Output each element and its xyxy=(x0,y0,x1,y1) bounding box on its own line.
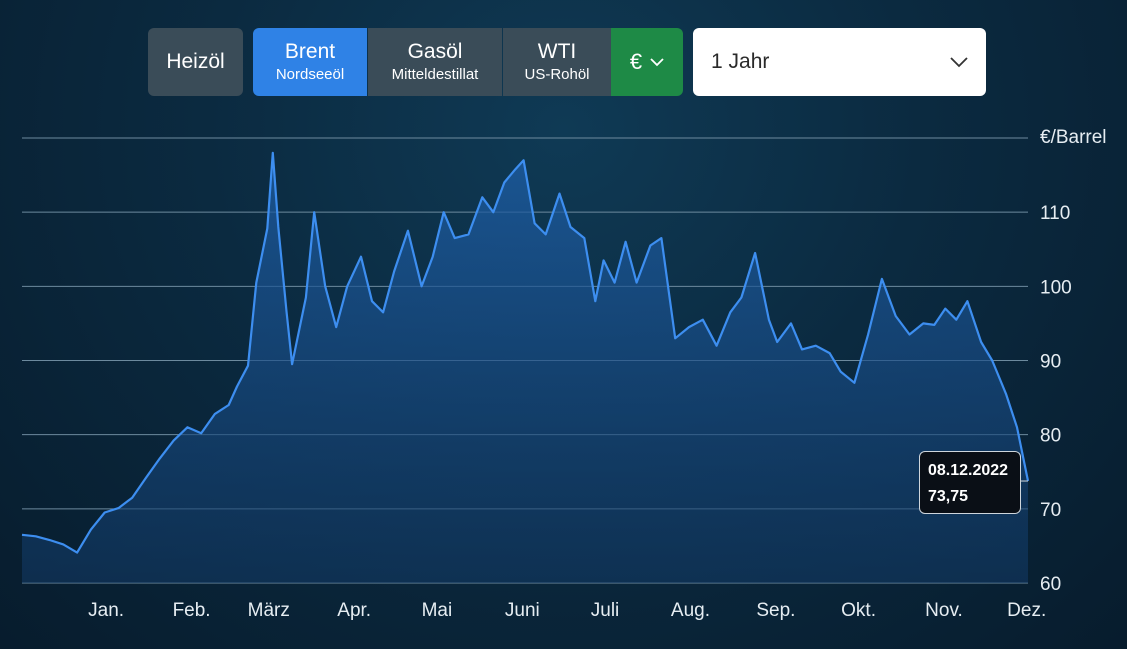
chevron-down-icon xyxy=(950,57,968,68)
heizoel-label: Heizöl xyxy=(166,50,225,73)
wti-sublabel: US-Rohöl xyxy=(524,66,590,83)
price-area xyxy=(22,152,1028,584)
y-tick-label: 110 xyxy=(1040,203,1070,224)
x-tick-label: März xyxy=(248,600,290,621)
brent-sublabel: Nordseeöl xyxy=(275,66,345,83)
y-tick-label: 70 xyxy=(1040,500,1061,521)
brent-label: Brent xyxy=(284,40,336,63)
x-tick-label: Aug. xyxy=(671,600,710,621)
y-tick-label: 100 xyxy=(1040,277,1072,298)
y-tick-label: 60 xyxy=(1040,574,1061,595)
y-axis-unit: €/Barrel xyxy=(1040,127,1107,148)
y-tick-label: 90 xyxy=(1040,352,1061,373)
currency-label: € xyxy=(629,49,643,74)
brent-button[interactable]: Brent Nordseeöl xyxy=(253,28,367,96)
wti-label: WTI xyxy=(537,40,577,63)
tooltip-date: 08.12.2022 xyxy=(928,462,1009,479)
chevron-down-icon xyxy=(650,58,664,67)
tooltip-value: 73,75 xyxy=(928,488,969,505)
x-tick-label: Feb. xyxy=(173,600,211,621)
price-line xyxy=(21,151,1030,554)
x-axis-labels: Jan. Feb. März Apr. Mai Juni Juli Aug. Sep. Okt. N… xyxy=(88,600,1046,621)
x-tick-label: Sep. xyxy=(756,600,795,621)
y-tick-label: 80 xyxy=(1040,426,1061,447)
x-tick-label: Juli xyxy=(591,600,620,621)
x-tick-label: Dez. xyxy=(1007,600,1046,621)
tooltip: 08.12.2022 73,75 xyxy=(919,451,1021,514)
gasoel-sublabel: Mitteldestillat xyxy=(391,66,479,83)
x-tick-label: Apr. xyxy=(337,600,371,621)
gasoel-button[interactable]: Gasöl Mitteldestillat xyxy=(368,28,502,96)
x-tick-label: Nov. xyxy=(925,600,963,621)
x-tick-label: Okt. xyxy=(841,600,876,621)
heizoel-button[interactable]: Heizöl xyxy=(148,28,243,96)
x-tick-label: Jan. xyxy=(88,600,124,621)
x-tick-label: Juni xyxy=(505,600,540,621)
gasoel-label: Gasöl xyxy=(407,40,463,63)
wti-button[interactable]: WTI US-Rohöl xyxy=(503,28,611,96)
period-select[interactable]: 1 Jahr xyxy=(693,28,986,96)
currency-dropdown[interactable]: € xyxy=(611,28,683,96)
product-segment: Brent Nordseeöl Gasöl Mitteldestillat WT… xyxy=(253,28,683,96)
period-value: 1 Jahr xyxy=(711,50,770,73)
y-axis-ticks: 60 70 80 90 100 110 xyxy=(1040,203,1072,595)
x-tick-label: Mai xyxy=(422,600,453,621)
